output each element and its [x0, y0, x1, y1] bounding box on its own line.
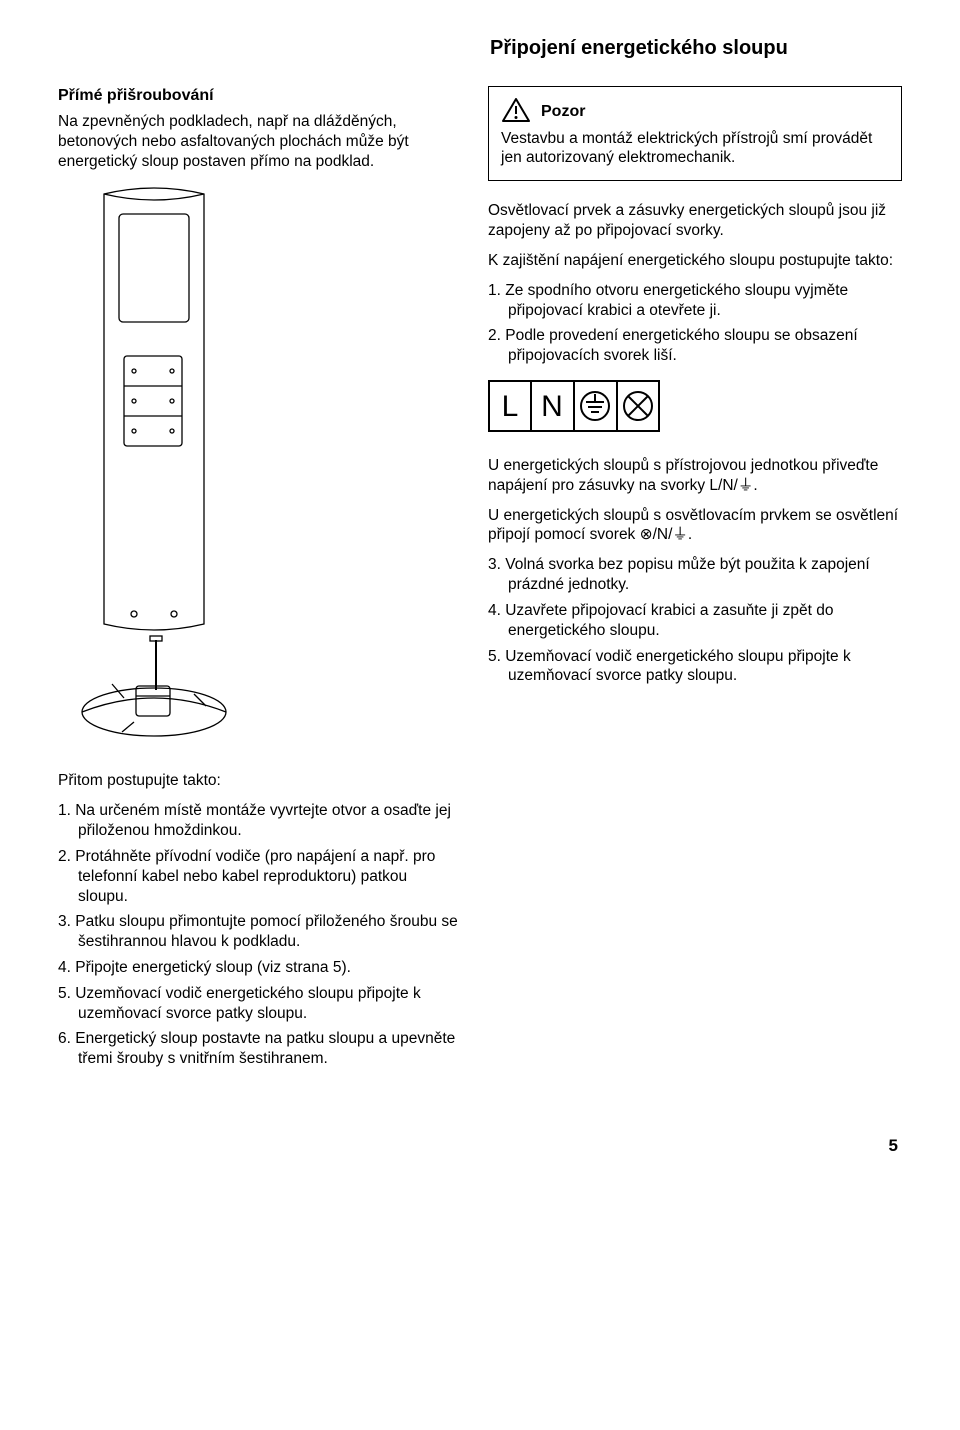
- list-item: 5. Uzemňovací vodič energetického sloupu…: [58, 984, 458, 1024]
- right-para3a: U energetických sloupů s přístrojovou je…: [488, 456, 902, 496]
- right-steps-a: 1. Ze spodního otvoru energetického slou…: [488, 281, 902, 366]
- page-title: Připojení energetického sloupu: [490, 36, 902, 62]
- list-item: 2. Protáhněte přívodní vodiče (pro napáj…: [58, 847, 458, 906]
- right-para2: K zajištění napájení energetického sloup…: [488, 251, 902, 271]
- warning-text: Vestavbu a montáž elektrických přístrojů…: [501, 129, 889, 169]
- warning-title: Pozor: [541, 102, 585, 122]
- list-item: 2. Podle provedení energetického sloupu …: [488, 326, 902, 366]
- lamp-icon: [624, 392, 652, 420]
- right-para3b: U energetických sloupů s osvětlovacím pr…: [488, 506, 902, 546]
- right-para1: Osvětlovací prvek a zásuvky energetickýc…: [488, 201, 902, 241]
- list-item: 5. Uzemňovací vodič energetického sloupu…: [488, 647, 902, 687]
- terminal-N-label: N: [541, 390, 563, 423]
- warning-icon: [501, 97, 531, 123]
- ground-icon: [581, 392, 609, 420]
- terminal-diagram: L N: [488, 380, 902, 438]
- list-item: 6. Energetický sloup postavte na patku s…: [58, 1029, 458, 1069]
- warning-box: Pozor Vestavbu a montáž elektrických pří…: [488, 86, 902, 182]
- right-column: Pozor Vestavbu a montáž elektrických pří…: [488, 86, 902, 1076]
- list-item: 1. Na určeném místě montáže vyvrtejte ot…: [58, 801, 458, 841]
- left-subheading: Přímé přišroubování: [58, 86, 458, 106]
- list-item: 1. Ze spodního otvoru energetického slou…: [488, 281, 902, 321]
- pillar-illustration: [64, 184, 458, 750]
- list-item: 3. Patku sloupu přimontujte pomocí přilo…: [58, 912, 458, 952]
- terminal-L-label: L: [502, 390, 519, 423]
- list-item: 4. Připojte energetický sloup (viz stran…: [58, 958, 458, 978]
- left-intro: Na zpevněných podkladech, např na dláždě…: [58, 112, 458, 171]
- left-steps: 1. Na určeném místě montáže vyvrtejte ot…: [58, 801, 458, 1069]
- list-item: 3. Volná svorka bez popisu může být použ…: [488, 555, 902, 595]
- page-number: 5: [58, 1135, 902, 1157]
- right-steps-b: 3. Volná svorka bez popisu může být použ…: [488, 555, 902, 686]
- left-proc-heading: Přitom postupujte takto:: [58, 771, 458, 791]
- left-column: Přímé přišroubování Na zpevněných podkla…: [58, 86, 458, 1076]
- list-item: 4. Uzavřete připojovací krabici a zasuňt…: [488, 601, 902, 641]
